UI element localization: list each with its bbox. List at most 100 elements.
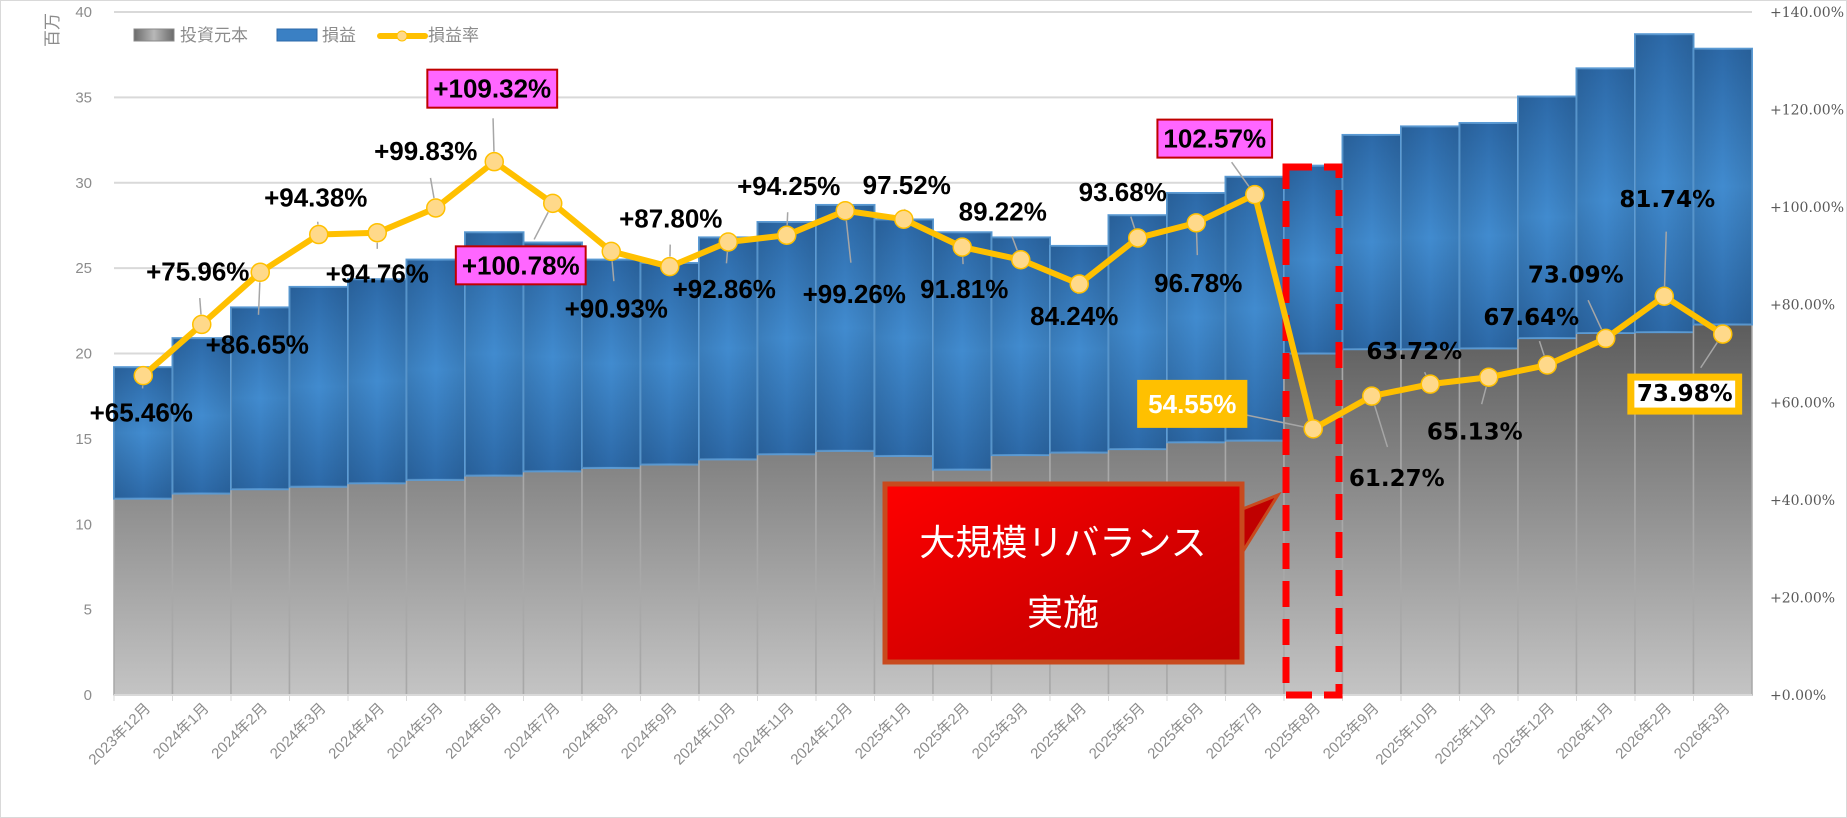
- bar-profit-shade: [231, 307, 290, 490]
- bar-profit-shade: [1576, 68, 1635, 334]
- y2-tick-label: +100.00%: [1770, 200, 1844, 216]
- rate-marker: [1186, 213, 1206, 233]
- data-label-text: 102.57%: [1163, 124, 1266, 154]
- highlight-dashed-box: [1282, 163, 1343, 699]
- bar-principal: [230, 488, 291, 696]
- bar-principal: [405, 479, 466, 696]
- y2-tick-label: +60.00%: [1770, 395, 1835, 411]
- bar-profit-shade: [114, 367, 173, 499]
- rate-marker: [1713, 324, 1733, 344]
- rate-marker: [1596, 328, 1616, 349]
- rate-marker: [1245, 184, 1265, 205]
- y2-tick-label: +140.00%: [1770, 5, 1844, 21]
- data-label: +90.93%: [565, 293, 668, 323]
- leader-line: [257, 282, 261, 315]
- y-tick-label: 15: [75, 431, 92, 448]
- rate-marker: [484, 151, 504, 172]
- rate-marker: [718, 232, 738, 252]
- x-tick-label: 2025年8月: [1261, 700, 1324, 763]
- data-labels: +65.46% +75.96% +86.65% +94.38% +94.76% +99.8…: [90, 68, 1743, 492]
- data-label: 54.55%: [1137, 379, 1248, 428]
- y-axis-left: 0 5 10 15 20 25 30 35 40: [75, 4, 92, 704]
- data-label: 84.24%: [1030, 301, 1118, 331]
- x-tick-label: 2024年5月: [384, 700, 447, 763]
- data-label: +92.86%: [673, 274, 776, 304]
- bar-profit-shade: [816, 204, 875, 451]
- leader-line: [533, 211, 549, 240]
- data-label-box: [1156, 118, 1274, 159]
- data-label-text: 91.81%: [920, 274, 1008, 304]
- legend-label-principal: 投資元本: [180, 26, 248, 45]
- y2-tick-label: +80.00%: [1770, 298, 1835, 314]
- bar-principal: [347, 482, 408, 696]
- data-label-text: 73.98%: [1637, 381, 1733, 407]
- bar-principal: [1517, 337, 1578, 696]
- x-tick-label: 2025年5月: [1086, 700, 1149, 763]
- profit-rate-polyline: [141, 158, 1725, 432]
- data-label: 96.78%: [1154, 268, 1242, 298]
- bar-profit-shade: [699, 237, 758, 460]
- leader-line: [725, 251, 729, 264]
- y-tick-label: 20: [75, 346, 92, 363]
- y-tick-label: 5: [84, 602, 92, 619]
- bar-profit-shade: [1459, 122, 1518, 349]
- bar-profit-shade: [933, 232, 992, 470]
- leader-line: [1195, 232, 1199, 256]
- data-label-text: 54.55%: [1148, 389, 1236, 419]
- legend-swatch-principal: [133, 28, 175, 42]
- bar-principal: [1458, 347, 1519, 696]
- y2-tick-label: +120.00%: [1770, 103, 1844, 119]
- data-label-text: 96.78%: [1154, 268, 1242, 298]
- rate-marker: [1420, 374, 1440, 394]
- data-label: 73.09%: [1528, 262, 1624, 288]
- callout-line-1: 大規模リバランス: [919, 522, 1206, 563]
- data-label-text: +92.86%: [673, 274, 776, 304]
- legend-marker-rate: [396, 30, 408, 42]
- bar-profit-shade: [991, 237, 1050, 456]
- bar-principal: [171, 492, 232, 696]
- data-label: +86.65%: [206, 329, 309, 359]
- y2-tick-label: +0.00%: [1770, 688, 1826, 704]
- rate-marker: [1537, 355, 1557, 375]
- x-tick-label: 2024年4月: [325, 700, 388, 763]
- data-label-text: +99.26%: [803, 279, 906, 309]
- leader-line: [1423, 371, 1427, 376]
- data-label: 63.72%: [1366, 339, 1462, 365]
- data-label-text: +75.96%: [146, 256, 249, 286]
- data-label-text: 81.74%: [1619, 187, 1715, 213]
- y-tick-label: 0: [84, 687, 92, 704]
- x-tick-label: 2025年6月: [1144, 700, 1207, 763]
- x-tick-label: 2024年12月: [787, 700, 856, 769]
- rate-marker: [1303, 419, 1323, 439]
- leader-line: [1373, 405, 1389, 448]
- callout-box: [882, 481, 1245, 665]
- bar-principal: [815, 450, 876, 696]
- data-label: +100.78%: [454, 245, 587, 286]
- legend-swatch-profit: [276, 28, 318, 42]
- x-tick-label: 2025年1月: [852, 700, 915, 763]
- data-label: +109.32%: [426, 68, 559, 109]
- bar-profit-shade: [582, 259, 641, 468]
- bar-principal: [522, 470, 583, 696]
- data-label-text: +109.32%: [433, 74, 551, 104]
- data-label: 97.52%: [863, 170, 951, 200]
- bar-profit-shade: [348, 279, 407, 484]
- data-label: +94.76%: [326, 259, 429, 289]
- rate-marker: [660, 256, 680, 277]
- rate-marker: [1069, 274, 1089, 294]
- x-tick-label: 2024年9月: [618, 700, 681, 763]
- leader-line: [1480, 386, 1487, 405]
- x-tick-label: 2024年1月: [150, 700, 213, 763]
- legend: 投資元本 損益 損益率: [133, 26, 479, 45]
- rate-marker: [133, 365, 153, 386]
- bar-principal: [1400, 348, 1461, 696]
- x-tick-label: 2026年2月: [1612, 700, 1675, 763]
- data-label-text: +100.78%: [462, 250, 580, 280]
- rate-marker: [192, 314, 212, 335]
- x-tick-label: 2026年1月: [1554, 700, 1617, 763]
- data-label: +65.46%: [90, 398, 193, 428]
- data-label: 93.68%: [1079, 177, 1167, 207]
- data-label: 102.57%: [1156, 118, 1274, 159]
- y-tick-label: 25: [75, 260, 92, 277]
